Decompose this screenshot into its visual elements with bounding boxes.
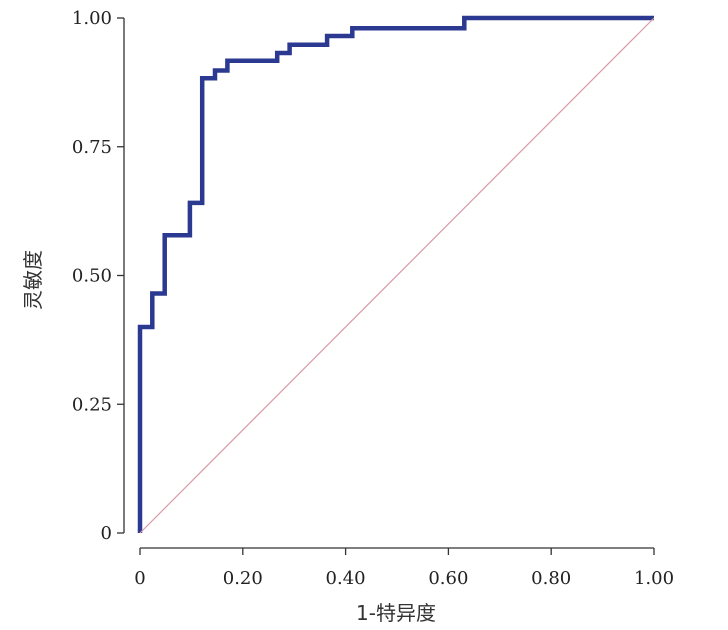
y-tick-label: 0.75 [72,137,112,158]
x-tick-label: 0.20 [223,568,263,589]
y-tick-label: 0.50 [72,266,112,287]
roc-curve-line [137,15,654,533]
x-tick-label: 0.60 [428,568,468,589]
x-tick-label: 1.00 [634,568,674,589]
plot-area [137,15,655,534]
y-axis-title: 灵敏度 [21,250,45,310]
x-tick-label: 0.80 [531,568,571,589]
x-tick-label: 0 [134,568,145,589]
x-tick-label: 0.40 [326,568,366,589]
x-axis-title: 1-特异度 [356,601,436,625]
y-tick-label: 0.25 [72,394,112,415]
y-tick-label: 0 [101,523,112,544]
y-tick-label: 1.00 [72,8,112,29]
reference-diagonal-line [139,17,655,534]
axes: 0 0.25 0.50 0.75 1.00 0 0.20 0.40 0.60 0.80 1.00 [72,8,674,589]
